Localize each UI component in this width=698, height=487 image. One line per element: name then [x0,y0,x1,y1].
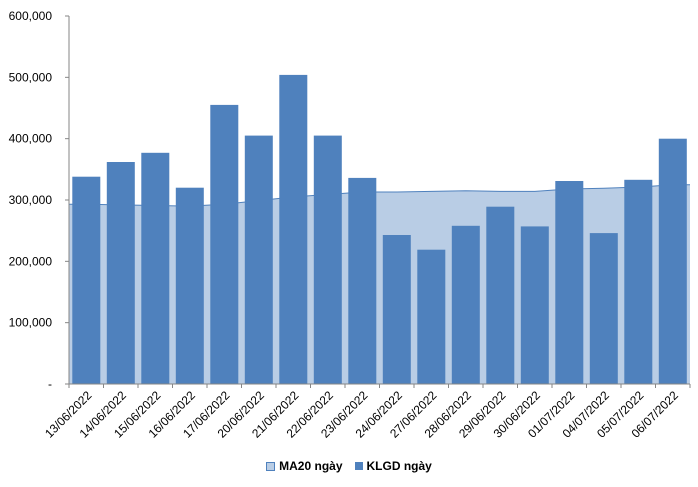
legend: MA20 ngày KLGD ngày [0,459,698,473]
bar-23/06/2022 [348,177,377,384]
x-tick-labels: 13/06/202214/06/202215/06/202216/06/2022… [42,388,681,441]
legend-item-ma20: MA20 ngày [266,459,343,473]
y-tick-label: 400,000 [9,132,53,146]
bar-27/06/2022 [417,249,446,384]
bar-22/06/2022 [313,135,342,384]
bar-30/06/2022 [520,226,549,384]
y-tick-label: 600,000 [9,9,53,23]
bar-14/06/2022 [106,162,135,384]
legend-swatch-klgd [354,462,363,470]
legend-label-ma20: MA20 ngày [279,459,343,473]
axis-layer [65,15,691,388]
bar-24/06/2022 [382,235,411,384]
bar-17/06/2022 [210,104,239,385]
bar-13/06/2022 [72,176,101,384]
bar-05/07/2022 [624,179,653,384]
bar-29/06/2022 [486,206,515,384]
y-tick-label: 200,000 [9,254,53,268]
bar-15/06/2022 [141,152,170,384]
bar-06/07/2022 [658,138,687,384]
bar-04/07/2022 [589,233,618,384]
legend-label-klgd: KLGD ngày [366,459,432,473]
bar-layer [72,74,687,385]
y-tick-label: - [48,377,52,391]
bar-28/06/2022 [451,225,480,384]
y-tick-label: 100,000 [9,316,53,330]
bar-21/06/2022 [279,74,308,385]
y-tick-labels: - 100,000 200,000 300,000 400,000 500,000 600,… [9,9,53,391]
legend-swatch-ma20 [266,461,276,471]
bar-16/06/2022 [175,187,204,384]
bar-20/06/2022 [244,135,273,384]
y-tick-label: 500,000 [9,70,53,84]
legend-item-klgd: KLGD ngày [354,459,432,473]
bar-01/07/2022 [555,181,584,384]
y-tick-label: 300,000 [9,193,53,207]
